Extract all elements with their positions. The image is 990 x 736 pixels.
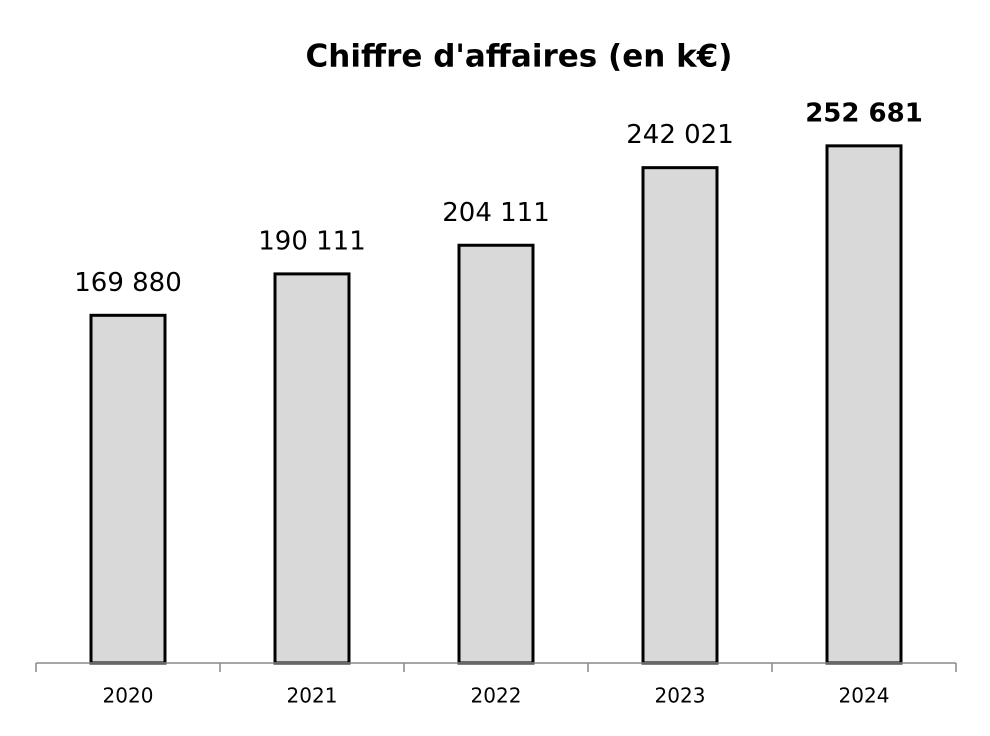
x-tick-label: 2023	[655, 684, 706, 708]
bar	[825, 144, 903, 665]
value-label: 242 021	[626, 120, 734, 150]
x-tick-label: 2020	[103, 684, 154, 708]
x-tick-label: 2024	[839, 684, 890, 708]
bar	[457, 243, 535, 665]
value-label: 169 880	[74, 268, 182, 298]
value-label: 204 111	[442, 198, 550, 228]
bar	[641, 166, 719, 665]
value-label: 190 111	[258, 226, 366, 256]
chart-title: Chiffre d'affaires (en k€)	[306, 39, 733, 75]
x-tick-label: 2021	[287, 684, 338, 708]
bar	[89, 313, 167, 665]
bar	[273, 272, 351, 665]
x-tick-label: 2022	[471, 684, 522, 708]
value-label: 252 681	[805, 98, 923, 128]
